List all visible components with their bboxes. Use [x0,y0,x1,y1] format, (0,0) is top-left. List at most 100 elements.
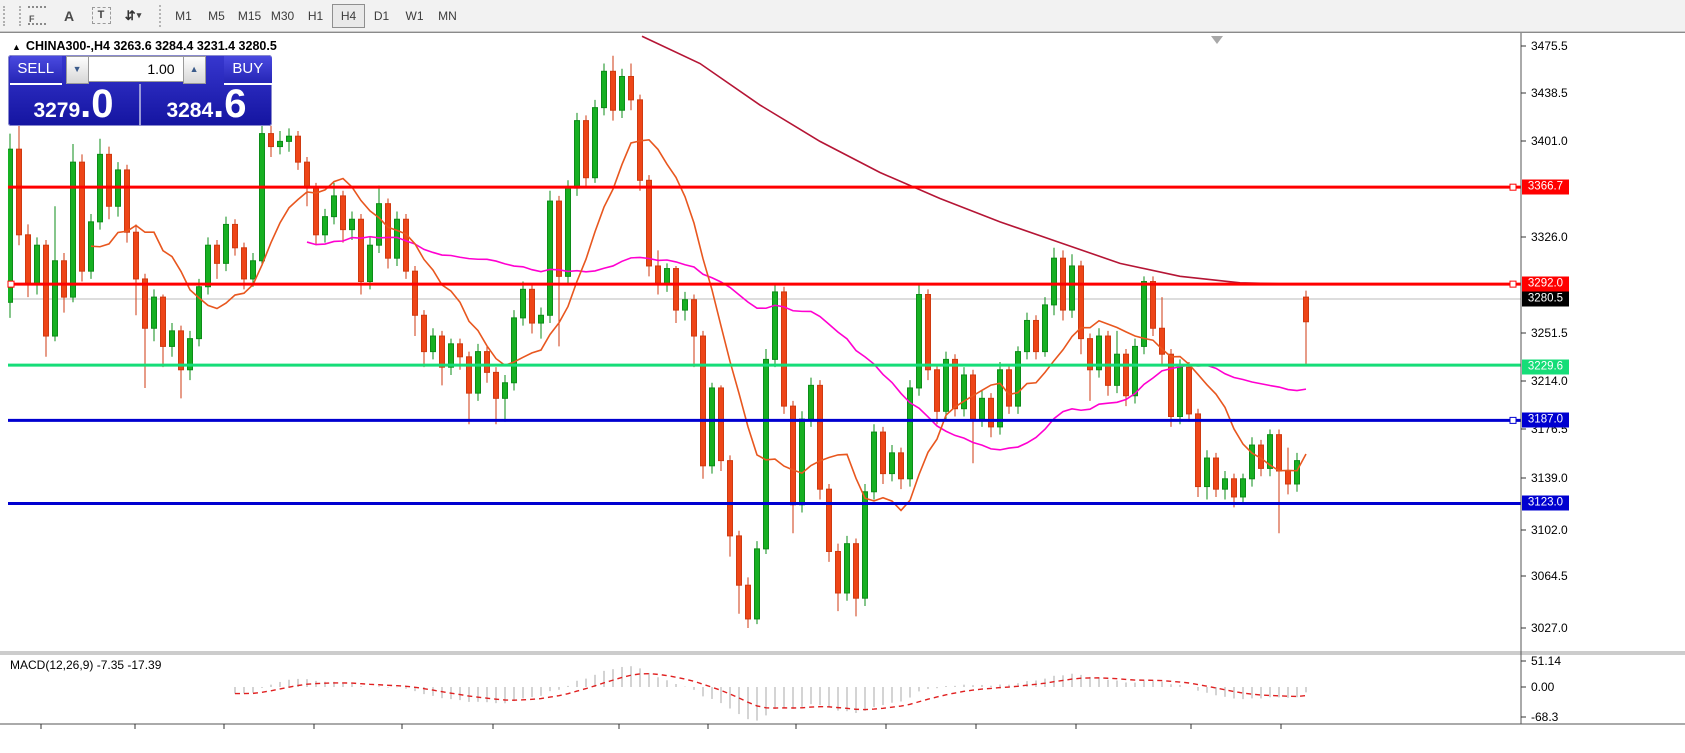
chart-window: ▲ CHINA300-,H4 3263.6 3284.4 3231.4 3280.… [0,32,1685,753]
price-axis-label: 3139.0 [1531,471,1568,485]
volume-decrease-button[interactable]: ▼ [65,56,89,84]
candle [1204,457,1210,488]
candle [1123,353,1129,397]
candle [673,268,679,311]
candle [565,187,571,277]
chart-shift-marker[interactable] [1211,36,1223,44]
sell-price[interactable]: 3279 .0 [8,84,139,126]
candle [313,187,319,236]
candle [556,200,562,277]
candle [304,161,310,189]
macd-plot-area [234,666,1307,721]
candle [745,584,751,620]
candle [34,244,40,285]
one-click-trade-panel: SELL ▼ ▲ BUY 3279 .0 3284 .6 [8,55,272,126]
timeframe-button-mn[interactable]: MN [438,8,457,23]
candle [70,161,76,298]
buy-price[interactable]: 3284 .6 [141,84,272,126]
expand-icon[interactable]: ▲ [12,42,21,52]
candle [376,203,382,246]
timeframe-button-w1[interactable]: W1 [405,8,424,23]
candle [736,535,742,586]
candle [691,299,697,337]
text-a-icon: A [63,7,75,24]
textbox-icon: T [91,7,111,24]
candle [889,452,895,475]
textbox-tool-button[interactable]: T [87,3,115,29]
candle [385,203,391,259]
partial-candle [0,258,5,292]
price-axis-label: 3475.5 [1531,39,1568,53]
timeframe-button-h1[interactable]: H1 [307,8,324,23]
line-handle[interactable] [7,280,15,288]
price-badge: 3280.5 [1522,291,1569,307]
candle [547,200,553,316]
candle [1195,413,1201,488]
candle [574,120,580,189]
buy-button[interactable]: BUY [223,56,272,85]
candle [1168,353,1174,417]
fibonacci-tool-button[interactable]: F [23,3,51,29]
candle [1222,478,1228,490]
candle [754,548,760,620]
candle [682,299,688,311]
timeframe-button-m1[interactable]: M1 [175,8,192,23]
line-handle[interactable] [1509,416,1517,424]
candle [772,291,778,360]
candle [979,397,985,420]
candle [1159,327,1165,355]
candle [1249,444,1255,480]
candle [763,358,769,550]
sell-price-base: 3279 [33,99,81,122]
candle [862,491,868,599]
price-badge: 3187.0 [1522,412,1569,428]
candle [214,244,220,264]
candle [187,338,193,371]
candle [169,330,175,347]
candle [1024,319,1030,353]
candle [835,550,841,594]
volume-increase-button[interactable]: ▲ [182,56,206,84]
candle [1141,281,1147,347]
candle [502,382,508,399]
chevron-down-icon: ▾ [136,10,142,20]
candle [1105,335,1111,386]
arrows-tool-button[interactable]: ⇵ ▾ [119,3,147,29]
fibonacci-icon: F [28,6,46,25]
candle [520,288,526,319]
candle [241,247,247,280]
line-handle[interactable] [1509,280,1517,288]
candle [907,387,913,480]
candle [1114,353,1120,386]
candle [700,335,706,467]
toolbar-grip[interactable] [3,5,21,26]
candle [295,135,301,163]
candle [826,488,832,552]
text-tool-button[interactable]: A [55,3,83,29]
timeframe-button-h4[interactable]: H4 [332,3,365,28]
candle [538,314,544,324]
candle [160,296,166,347]
candle [1006,369,1012,407]
candle [1186,366,1192,415]
timeframe-button-m5[interactable]: M5 [208,8,225,23]
candle [1294,460,1300,485]
timeframe-button-m30[interactable]: M30 [270,8,295,23]
macd-axis-label: 0.00 [1531,680,1555,694]
candlestick-chart[interactable] [0,33,1685,753]
timeframe-toolbar: M1 M5 M15 M30 H1 H4 D1 W1 MN [167,3,464,28]
candle [493,371,499,399]
timeframe-button-m15[interactable]: M15 [237,8,262,23]
line-handle[interactable] [1509,183,1517,191]
candle [1150,281,1156,329]
candle [286,135,292,142]
macd-axis-label: -68.3 [1531,710,1559,724]
candle [1285,470,1291,485]
timeframe-button-d1[interactable]: D1 [373,8,390,23]
price-divider [139,84,141,126]
volume-input[interactable] [88,56,183,82]
candle [1303,296,1309,323]
price-badge: 3292.0 [1522,276,1569,292]
sell-button[interactable]: SELL [10,56,62,85]
